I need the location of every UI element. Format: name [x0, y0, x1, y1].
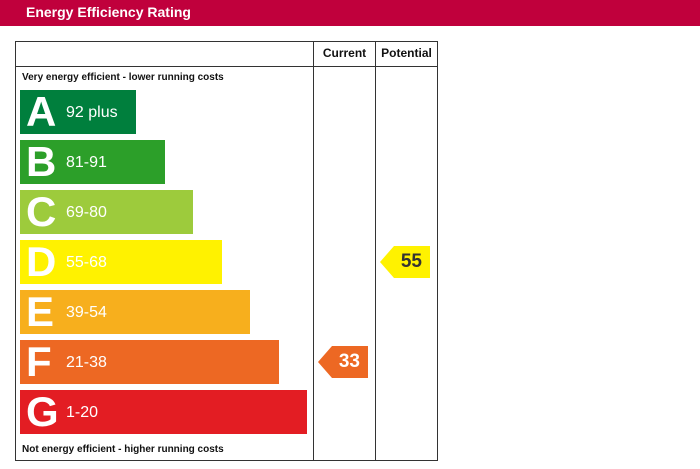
band-d: D 55-68 — [20, 238, 222, 285]
band-range: 21-38 — [66, 354, 107, 371]
band-letter: F — [26, 338, 52, 385]
column-divider — [313, 42, 314, 460]
column-divider — [375, 42, 376, 460]
band-letter: G — [26, 388, 59, 435]
band-c: C 69-80 — [20, 188, 193, 235]
band-range: 55-68 — [66, 254, 107, 271]
top-caption: Very energy efficient - lower running co… — [22, 72, 224, 83]
band-letter: A — [26, 88, 57, 135]
band-range: 92 plus — [66, 104, 118, 121]
header-divider — [16, 66, 437, 67]
band-letter: D — [26, 238, 57, 285]
band-letter: E — [26, 288, 55, 335]
energy-rating-chart: Current Potential Very energy efficient … — [15, 41, 438, 461]
header-bar: Energy Efficiency Rating — [0, 0, 700, 26]
arrow-value: 33 — [338, 351, 360, 372]
potential-rating-arrow: 55 — [380, 246, 430, 278]
band-g: G 1-20 — [20, 388, 307, 435]
band-e: E 39-54 — [20, 288, 250, 335]
band-range: 69-80 — [66, 204, 107, 221]
potential-column-header: Potential — [381, 46, 432, 60]
band-b: B 81-91 — [20, 138, 165, 185]
band-range: 81-91 — [66, 154, 107, 171]
arrow-shape — [380, 246, 430, 278]
band-letter: B — [26, 138, 57, 185]
band-a: A 92 plus — [20, 88, 136, 135]
page-title: Energy Efficiency Rating — [26, 4, 191, 20]
band-letter: C — [26, 188, 57, 235]
band-range: 1-20 — [66, 404, 99, 421]
current-column-header: Current — [322, 46, 367, 60]
band-f: F 21-38 — [20, 338, 279, 385]
arrow-shape — [318, 346, 368, 378]
bottom-caption: Not energy efficient - higher running co… — [22, 444, 224, 455]
arrow-value: 55 — [400, 251, 422, 272]
current-rating-arrow: 33 — [318, 346, 368, 378]
band-range: 39-54 — [66, 304, 107, 321]
